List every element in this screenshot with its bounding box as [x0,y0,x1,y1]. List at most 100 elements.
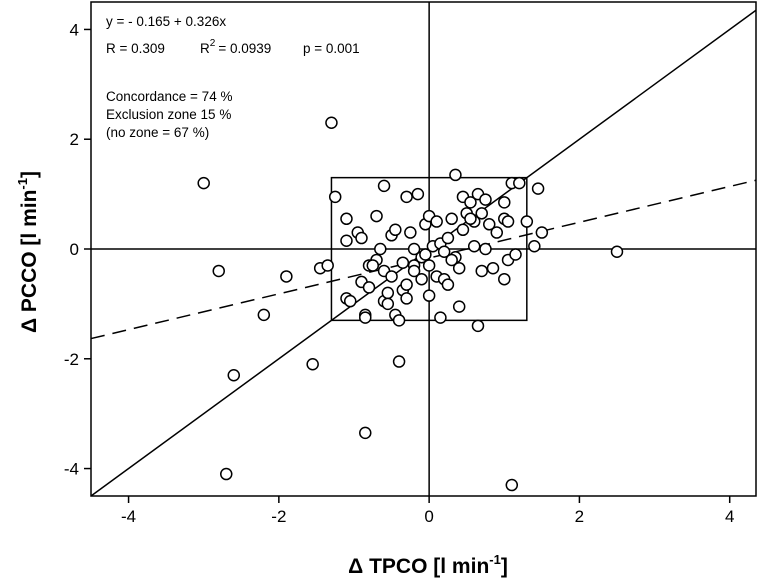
data-point [452,261,466,275]
data-point [359,311,372,324]
concordance-label: Concordance = 74 % [106,89,232,104]
data-point [370,209,383,223]
data-point [340,234,353,248]
r-label: R = 0.309 [106,41,165,56]
data-point [212,264,225,278]
data-point [419,248,432,261]
data-point [479,242,492,256]
data-point [528,240,541,253]
data-point [520,215,534,228]
data-point [434,311,447,324]
data-points [197,116,624,492]
data-point [505,478,519,492]
data-point [280,270,293,283]
data-point [325,116,338,130]
data-point [490,226,504,239]
data-point [359,426,372,440]
y-axis-title-end: ] [18,171,41,178]
r2-label: R2 = 0.0939 [200,38,271,56]
data-point [392,314,406,327]
data-point [328,190,342,204]
data-point [430,215,443,228]
data-point [340,212,353,226]
y-tick-label: -2 [64,350,79,369]
data-point [377,179,391,193]
data-point [422,259,436,272]
exclusion-label: Exclusion zone 15 % [106,107,231,122]
data-point [501,215,515,228]
data-point [321,259,334,272]
data-point [392,355,406,368]
data-point [610,245,624,258]
data-point [381,286,395,300]
data-point [422,289,436,302]
data-point [498,272,511,286]
p-label: p = 0.001 [303,41,360,56]
data-point [475,207,488,220]
data-point [464,196,477,209]
data-point [445,212,458,226]
data-point [407,264,421,278]
r2-superscript: 2 [210,38,216,49]
data-point [482,218,496,231]
data-point [437,245,451,258]
data-point [396,256,410,269]
data-point [445,253,458,267]
data-point [407,242,421,256]
data-point [449,168,462,182]
data-point [415,272,428,286]
data-point [374,242,387,256]
x-axis-title-sup: -1 [489,552,501,567]
y-axis-title-main: Δ PCCO [l min [18,190,41,333]
data-point [343,294,357,308]
data-point [513,176,526,190]
data-point [452,300,466,313]
x-tick-label: 2 [575,507,584,526]
data-point [197,176,210,190]
data-point [456,223,470,237]
x-axis-title: Δ TPCO [l min-1] [348,552,508,578]
data-point [385,270,398,283]
data-point [220,467,233,481]
data-point [486,261,500,275]
data-point [535,226,549,239]
x-axis-title-main: Δ TPCO [l min [348,555,489,578]
data-point [400,278,413,291]
x-axis-title-end: ] [501,555,508,578]
data-point [464,212,477,226]
data-point [227,368,241,382]
x-tick-label: 0 [424,507,433,526]
data-point [381,297,395,311]
data-point [531,182,545,195]
y-tick-label: 0 [70,240,79,259]
data-point [441,278,455,291]
y-axis-title-sup: -1 [15,178,30,190]
data-point [441,231,455,245]
x-tick-label: -2 [271,507,286,526]
r2-letter: R [200,41,210,56]
data-point [306,358,319,371]
data-point [362,281,376,294]
y-axis-title: Δ PCCO [l min-1] [15,171,41,333]
data-point [475,264,488,278]
data-point [257,308,271,322]
data-point [389,223,402,237]
axis-ticks: -4 -2 0 2 4 -4 -2 0 2 4 [64,20,735,526]
y-tick-label: 4 [70,20,79,39]
data-point [471,319,485,333]
y-tick-label: 2 [70,130,79,149]
x-tick-label: 4 [725,507,734,526]
x-tick-label: -4 [121,507,136,526]
equation-label: y = - 0.165 + 0.326x [106,14,226,29]
data-point [400,292,413,305]
data-point [479,193,492,206]
r2-value: = 0.0939 [218,41,271,56]
data-point [400,190,413,204]
data-point [355,231,368,245]
data-point [404,226,417,239]
no-zone-label: (no zone = 67 %) [106,125,209,140]
data-point [366,259,380,272]
data-point [411,187,425,201]
data-point [509,248,522,261]
